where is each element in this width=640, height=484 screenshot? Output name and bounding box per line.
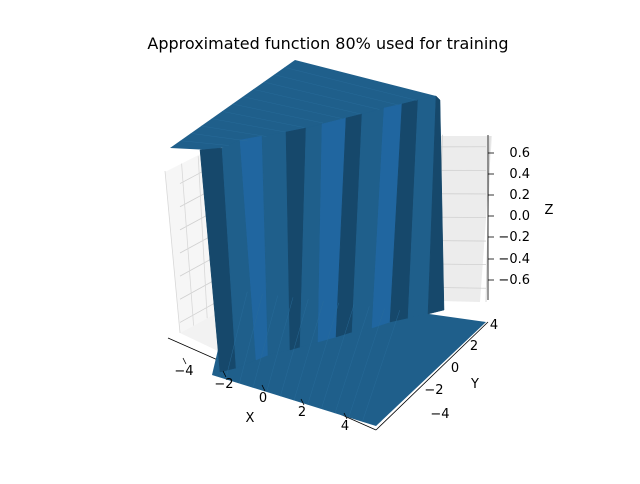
z-tick-label: 0.2 <box>509 188 530 203</box>
z-tick-label: 0.6 <box>509 146 530 161</box>
y-tick-label: −4 <box>430 407 449 422</box>
y-tick-label: 4 <box>490 318 498 333</box>
z-tick-label: 0.4 <box>509 167 530 182</box>
x-tick-label: 4 <box>341 419 349 434</box>
z-ticks: −0.6 −0.4 −0.2 0.0 0.2 0.4 0.6 <box>488 146 530 288</box>
y-tick-label: −2 <box>424 383 443 398</box>
x-tick-label: −2 <box>214 377 233 392</box>
y-axis-label: Y <box>470 377 479 392</box>
y-tick-label: 2 <box>470 339 478 354</box>
z-tick-label: −0.4 <box>498 252 530 267</box>
x-axis-label: X <box>246 411 255 426</box>
chart-title: Approximated function 80% used for train… <box>147 34 508 53</box>
x-tick-label: −4 <box>174 364 193 379</box>
x-tick-label: 0 <box>259 391 267 406</box>
x-tick-label: 2 <box>298 405 306 420</box>
y-tick-label: 0 <box>451 361 459 376</box>
surface-plot <box>170 60 486 426</box>
z-tick-label: −0.6 <box>498 273 530 288</box>
z-axis-label: Z <box>545 203 554 218</box>
z-tick-label: 0.0 <box>509 209 530 224</box>
z-tick-label: −0.2 <box>498 230 530 245</box>
